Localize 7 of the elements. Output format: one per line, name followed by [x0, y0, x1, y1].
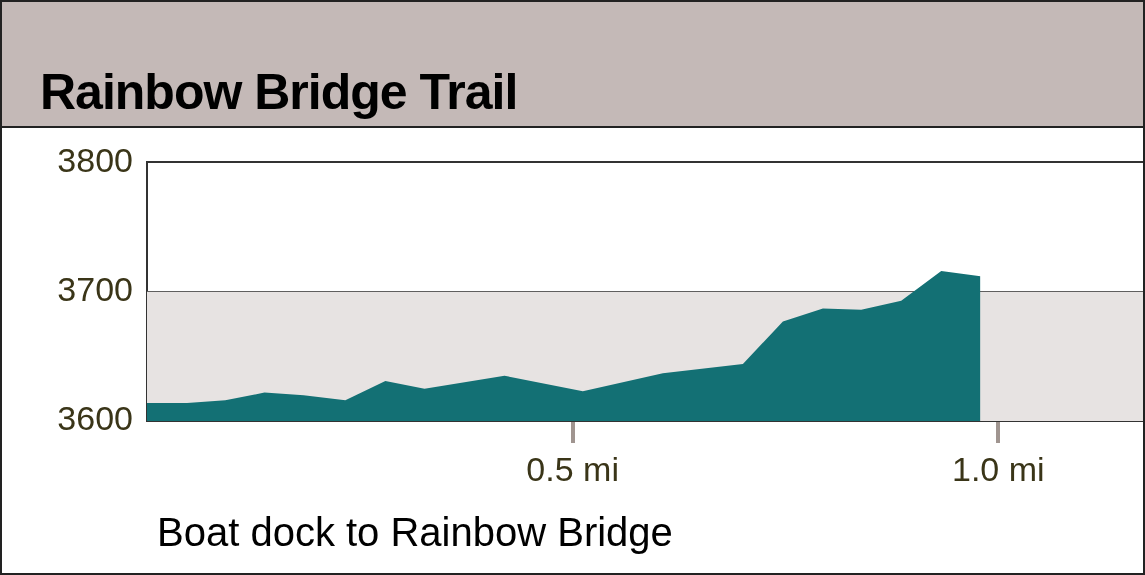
text: Boat dock to Rainbow Bridge — [157, 510, 673, 554]
chart-title: Rainbow Bridge Trail — [2, 2, 1143, 128]
y-tick-label: 3800 — [57, 140, 133, 179]
y-tick-label: 3700 — [57, 270, 133, 309]
x-tick-label: 1.0 mi — [951, 449, 1045, 488]
y-tick-label: 3600 — [57, 399, 133, 438]
x-tick-label: 0.5 mi — [526, 449, 619, 488]
